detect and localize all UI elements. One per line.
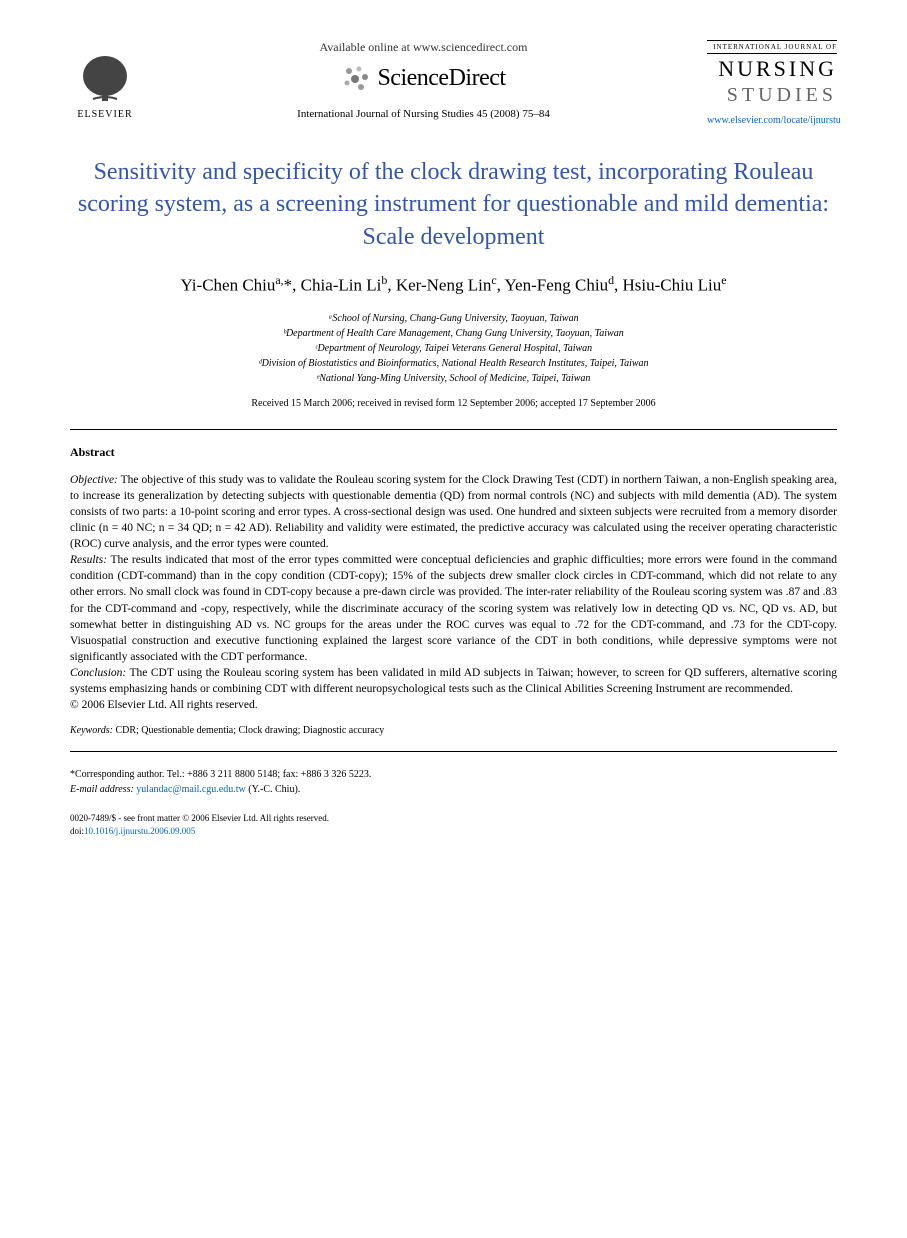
conclusion-text: The CDT using the Rouleau scoring system…	[70, 667, 837, 695]
doi-line: doi:10.1016/j.ijnurstu.2006.09.005	[70, 825, 837, 838]
publisher-name: ELSEVIER	[77, 109, 132, 120]
journal-url[interactable]: www.elsevier.com/locate/ijnurstu	[707, 115, 837, 126]
keywords-text: CDR; Questionable dementia; Clock drawin…	[115, 725, 384, 736]
keywords-line: Keywords: CDR; Questionable dementia; Cl…	[70, 725, 837, 736]
email-label: E-mail address:	[70, 784, 134, 795]
center-header: Available online at www.sciencedirect.co…	[140, 40, 707, 120]
affiliations-block: ᵃSchool of Nursing, Chang-Gung Universit…	[70, 311, 837, 386]
header-row: ELSEVIER Available online at www.science…	[70, 40, 837, 126]
footer-block: 0020-7489/$ - see front matter © 2006 El…	[70, 812, 837, 837]
copyright-line: © 2006 Elsevier Ltd. All rights reserved…	[70, 699, 837, 711]
publisher-logo: ELSEVIER	[70, 40, 140, 120]
conclusion-label: Conclusion:	[70, 667, 126, 679]
journal-badge-nursing: NURSING	[707, 56, 837, 82]
available-online-text: Available online at www.sciencedirect.co…	[140, 40, 707, 55]
sciencedirect-dots-icon	[341, 63, 371, 93]
journal-badge: INTERNATIONAL JOURNAL OF NURSING STUDIES…	[707, 40, 837, 126]
doi-link[interactable]: 10.1016/j.ijnurstu.2006.09.005	[84, 826, 195, 836]
journal-badge-top: INTERNATIONAL JOURNAL OF	[707, 40, 837, 54]
divider-bottom	[70, 751, 837, 752]
journal-badge-studies: STUDIES	[707, 84, 837, 107]
issn-line: 0020-7489/$ - see front matter © 2006 El…	[70, 812, 837, 825]
keywords-label: Keywords:	[70, 725, 113, 736]
email-suffix: (Y.-C. Chiu).	[248, 784, 300, 795]
corresponding-author: *Corresponding author. Tel.: +886 3 211 …	[70, 767, 837, 782]
sciencedirect-logo: ScienceDirect	[140, 63, 707, 93]
email-line: E-mail address: yulandac@mail.cgu.edu.tw…	[70, 782, 837, 797]
email-link[interactable]: yulandac@mail.cgu.edu.tw	[136, 784, 245, 795]
authors-line: Yi-Chen Chiua,*, Chia-Lin Lib, Ker-Neng …	[70, 273, 837, 296]
abstract-body: Objective: The objective of this study w…	[70, 472, 837, 697]
elsevier-tree-icon	[78, 51, 133, 106]
objective-text: The objective of this study was to valid…	[70, 474, 837, 550]
doi-label: doi:	[70, 826, 84, 836]
results-label: Results:	[70, 554, 107, 566]
article-dates: Received 15 March 2006; received in revi…	[70, 398, 837, 409]
article-title: Sensitivity and specificity of the clock…	[70, 156, 837, 253]
abstract-heading: Abstract	[70, 445, 837, 460]
divider-top	[70, 429, 837, 430]
objective-label: Objective:	[70, 474, 118, 486]
footnotes-block: *Corresponding author. Tel.: +886 3 211 …	[70, 767, 837, 797]
results-text: The results indicated that most of the e…	[70, 554, 837, 663]
sciencedirect-text: ScienceDirect	[377, 65, 505, 92]
journal-citation: International Journal of Nursing Studies…	[140, 108, 707, 120]
